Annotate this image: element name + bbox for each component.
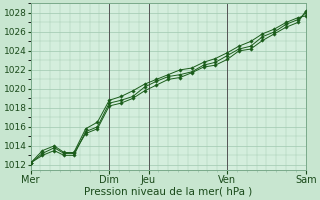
X-axis label: Pression niveau de la mer( hPa ): Pression niveau de la mer( hPa ) bbox=[84, 187, 252, 197]
